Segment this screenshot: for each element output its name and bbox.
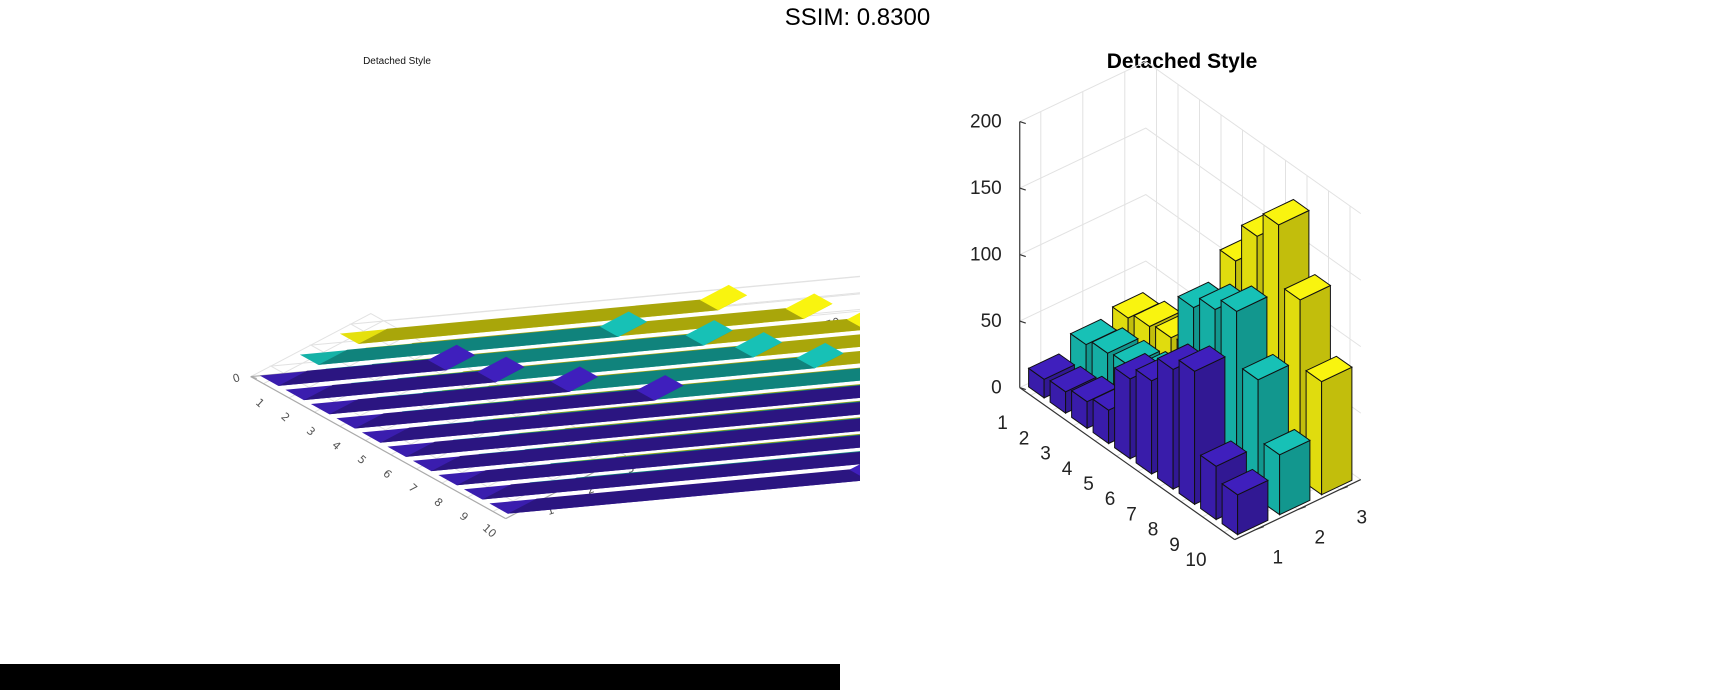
z-tick <box>1019 187 1026 191</box>
bar-series-2-x-1-top <box>599 311 648 337</box>
y-tick <box>1339 486 1348 491</box>
bar-series-2-x-2-top <box>1091 327 1139 354</box>
x-tick-label: 1 <box>253 396 267 410</box>
x-tick-label: 5 <box>355 453 369 467</box>
y-tick <box>1255 526 1264 531</box>
x-tick-label: 9 <box>457 510 471 524</box>
bar-series-3-x-8-top <box>1262 198 1310 226</box>
x-tick-label: 3 <box>1040 444 1051 465</box>
x-tick-label: 1 <box>997 413 1008 434</box>
bar-series-1-x-8-side <box>456 435 860 486</box>
x-tick-label: 7 <box>406 481 420 495</box>
bar-series-1-x-6-side <box>405 402 860 457</box>
bar-series-1-x-1-top <box>1027 353 1076 380</box>
bar-series-1-x-3-top <box>550 366 599 392</box>
bar-series-1-x-7 <box>1157 357 1174 491</box>
bar-series-1-x-8 <box>1178 359 1196 506</box>
bar-series-2-x-10-top <box>1263 428 1311 456</box>
x-tick-label: 8 <box>431 495 445 509</box>
grid-line-z <box>1019 127 1362 281</box>
bar-series-1-x-2-top <box>1049 365 1097 393</box>
bar-series-1-x-6 <box>1135 368 1153 475</box>
x-axis-line <box>1019 387 1236 541</box>
x-tick-label: 5 <box>1083 474 1094 495</box>
bar-series-3-x-2-top <box>785 293 833 319</box>
y-tick-label: 2 <box>585 483 596 498</box>
bar-series-2-x-8-top <box>1220 285 1268 312</box>
bar-series-3-x-1-top <box>699 284 748 311</box>
bar-series-1-x-10-side <box>507 468 860 514</box>
z-tick <box>1019 387 1026 391</box>
bar-series-2-x-3-top <box>734 332 783 358</box>
x-tick-label: 4 <box>1062 459 1073 480</box>
bar-series-1-x-1-top <box>427 344 476 371</box>
x-tick-label: 10 <box>480 521 499 540</box>
y-tick-label: 1 <box>545 504 556 519</box>
y-tick-label: 2 <box>1314 528 1325 549</box>
bottom-bar <box>0 664 840 690</box>
y-tick <box>1297 506 1306 511</box>
x-tick-label: 7 <box>1126 504 1137 525</box>
z-tick <box>1019 121 1026 125</box>
x-tick-label: 6 <box>380 467 394 481</box>
bar-series-1-x-2-side <box>303 367 525 401</box>
bar-series-2-x-2-top <box>685 320 733 346</box>
bar-series-3-x-9-top <box>1283 274 1332 301</box>
x-tick-label: 6 <box>1105 489 1116 510</box>
z-tick-label: 200 <box>970 112 1002 133</box>
z-tick-label: 150 <box>970 178 1002 199</box>
bar-series-2-x-1-side <box>318 321 648 365</box>
x-tick-label: 9 <box>1169 535 1180 556</box>
bar-series-1-x-3-side <box>329 376 599 415</box>
bar-series-2-x-9-top <box>1241 353 1290 381</box>
bar-series-1-x-4-top <box>636 375 684 401</box>
bar-series-1-x-8-top <box>1178 345 1226 372</box>
bar-series-1-x-1-side <box>278 355 476 386</box>
x-tick-label: 3 <box>304 424 318 438</box>
bar-series-1-x-10-top <box>1221 468 1269 496</box>
bar-series-2-x-4-top <box>796 342 844 369</box>
x-tick-label: 8 <box>1148 520 1159 541</box>
grid-line-z <box>1019 61 1362 215</box>
y-tick-label: 1 <box>1272 548 1283 569</box>
bar-series-1-x-9-side <box>482 451 860 500</box>
bar-series-1-x-4-side <box>354 385 684 429</box>
chart-title: Detached Style <box>1107 50 1258 73</box>
x-tick-label: 4 <box>329 439 343 453</box>
x-axis-line <box>250 376 507 520</box>
bar-series-1-x-5 <box>1114 366 1131 460</box>
bar-series-3-x-10-side <box>1321 366 1353 496</box>
z-tick-label: 0 <box>231 371 242 386</box>
z-tick-label: 0 <box>991 378 1002 399</box>
bar-series-2-x-3-top <box>1112 339 1161 367</box>
z-tick-label: 50 <box>981 311 1002 332</box>
bar-series-1-x-5-side <box>380 385 860 443</box>
y-tick-label: 3 <box>1356 508 1367 529</box>
z-tick <box>1019 320 1026 324</box>
z-tick-label: 100 <box>970 245 1002 266</box>
bar-series-1-x-7-side <box>431 418 860 472</box>
z-tick <box>1019 254 1026 258</box>
bar-series-1-x-2-top <box>477 356 525 383</box>
page-title: SSIM: 0.8300 <box>784 4 931 31</box>
bar-series-3-x-3-top <box>846 312 860 327</box>
x-tick-label: 2 <box>278 410 292 424</box>
bar-series-3-x-1-side <box>358 295 748 344</box>
x-tick-label: 2 <box>1019 428 1030 449</box>
chart-title: Detached Style <box>363 56 431 67</box>
bar-series-1-x-10-top <box>849 464 860 476</box>
bar-series-3-x-10-top <box>1305 355 1353 383</box>
z-tick <box>250 376 257 380</box>
x-tick-label: 10 <box>1185 550 1206 571</box>
bar-series-1-x-9-top <box>1199 440 1248 467</box>
